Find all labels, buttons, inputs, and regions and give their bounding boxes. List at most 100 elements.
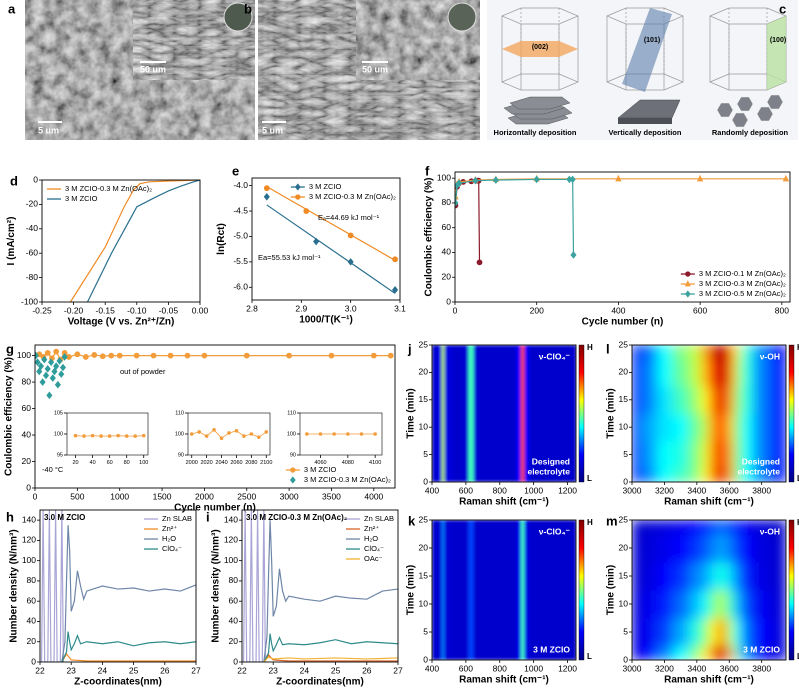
- heatmap-cell: [717, 562, 726, 591]
- x-tick-label: 600: [459, 486, 473, 496]
- heatmap-cell: [432, 345, 437, 482]
- heatmap-cell: [709, 468, 718, 482]
- fit-line: [266, 186, 396, 261]
- heatmap-cell: [709, 358, 718, 387]
- y-tick-label: 0: [33, 174, 38, 184]
- heatmap-cell: [769, 590, 786, 619]
- inset-plot: [73, 433, 146, 438]
- x-tick-label: 3.0: [345, 304, 357, 314]
- y-tick-label: 0: [423, 654, 428, 664]
- y-tick-label: 0: [446, 296, 451, 306]
- legend-label: OAc⁻: [364, 554, 383, 563]
- heatmap-cell: [753, 440, 771, 469]
- annotation: -40 °C: [42, 465, 64, 474]
- heatmap-cell: [700, 413, 710, 442]
- marker: [61, 353, 68, 361]
- heatmap-cell: [725, 440, 734, 469]
- y-tick-label: 20: [442, 271, 452, 281]
- heatmap-cell: [725, 590, 734, 619]
- heatmap-cell: [672, 386, 690, 414]
- x-tick-label: 4000: [364, 492, 383, 502]
- heatmap-cell: [632, 468, 641, 482]
- series-line: [263, 520, 398, 662]
- heatmap-cell: [725, 618, 734, 647]
- marker: [305, 432, 309, 436]
- heatmap-cell: [700, 520, 710, 535]
- heatmap-cell: [468, 345, 475, 482]
- heatmap-cell: [725, 345, 734, 360]
- y-axis-label: Number density (N/nm³): [211, 529, 222, 642]
- y-tick-label: 25: [619, 514, 629, 524]
- panel-label: e: [232, 163, 239, 178]
- y-tick-label: 140: [22, 514, 36, 524]
- heatmap-cells: [632, 345, 786, 482]
- annotation: ν-OH: [760, 351, 780, 361]
- marker: [42, 371, 50, 380]
- x-tick-label: 3.1: [394, 304, 406, 314]
- legend-label: ClO₄⁻: [364, 544, 384, 553]
- x-tick-label: 40: [90, 460, 96, 466]
- fit-line: [266, 204, 396, 294]
- heatmap-cell: [672, 413, 690, 442]
- marker: [332, 432, 336, 436]
- inset-frame: [187, 412, 271, 456]
- legend-label: 3 M ZCIO-0.5 M Zn(OAc)₂: [699, 289, 786, 298]
- x-tick-label: 80: [124, 460, 130, 466]
- series-line: [61, 525, 196, 662]
- legend: 3 M ZCIO-0.3 M Zn(OAc)₂3 M ZCIO: [47, 184, 152, 203]
- marker: [99, 434, 103, 438]
- series-line: [263, 653, 398, 662]
- annotation: 3 M ZCIO: [533, 644, 570, 654]
- plane-101: [622, 8, 672, 92]
- heatmap-cell: [672, 345, 690, 360]
- y-tick-label: 60: [229, 595, 239, 605]
- x-tick-label: 25: [129, 666, 139, 676]
- x-tick-label: -0.15: [96, 306, 116, 316]
- heatmap-cell: [632, 440, 641, 469]
- marker: [35, 358, 41, 367]
- heatmap-cell: [769, 520, 786, 535]
- marker: [124, 434, 129, 438]
- heatmap-cell: [672, 468, 690, 482]
- panel-label: l: [606, 341, 610, 356]
- heatmap-cell: [516, 520, 522, 660]
- heatmap-cell: [688, 646, 702, 660]
- marker: [116, 433, 120, 438]
- series-line: [86, 180, 200, 302]
- heatmap-cell: [769, 468, 786, 482]
- heatmap-cell: [753, 590, 771, 619]
- heatmap-cell: [733, 534, 742, 563]
- plot-frame: [251, 177, 401, 301]
- annotation: Designed: [532, 456, 570, 466]
- x-tick-label: 2.8: [246, 304, 258, 314]
- inset-plot: [189, 428, 269, 441]
- heatmap-cell: [725, 562, 734, 591]
- annotation: electrolyte: [737, 466, 780, 476]
- marker: [150, 352, 157, 359]
- annotation: ν-OH: [760, 526, 780, 536]
- y-tick-label: 40: [229, 616, 239, 626]
- heatmap-cell: [640, 618, 657, 647]
- legend-label: Zn²⁺: [364, 524, 379, 533]
- panel-label: d: [10, 173, 18, 188]
- marker: [782, 174, 790, 182]
- x-tick-label: 24: [98, 666, 108, 676]
- y-tick-label: -6.0: [233, 282, 248, 292]
- heatmap-cell: [479, 520, 499, 660]
- marker: [58, 370, 65, 378]
- heatmap-cell: [656, 618, 674, 647]
- panel-label: k: [408, 513, 416, 528]
- heatmap-cell: [444, 345, 453, 482]
- heatmap-cell: [700, 562, 710, 591]
- heatmap-cell: [733, 618, 742, 647]
- colorbar-label: H: [587, 518, 593, 527]
- x-tick-label: 1200: [558, 486, 577, 496]
- heatmap-cell: [709, 520, 718, 535]
- y-tick-label: 5: [423, 626, 428, 636]
- x-tick-label: 500: [70, 492, 84, 502]
- mode-label: Vertically deposition: [609, 128, 682, 137]
- heatmap-cell: [640, 520, 657, 535]
- heatmap-cell: [733, 386, 742, 414]
